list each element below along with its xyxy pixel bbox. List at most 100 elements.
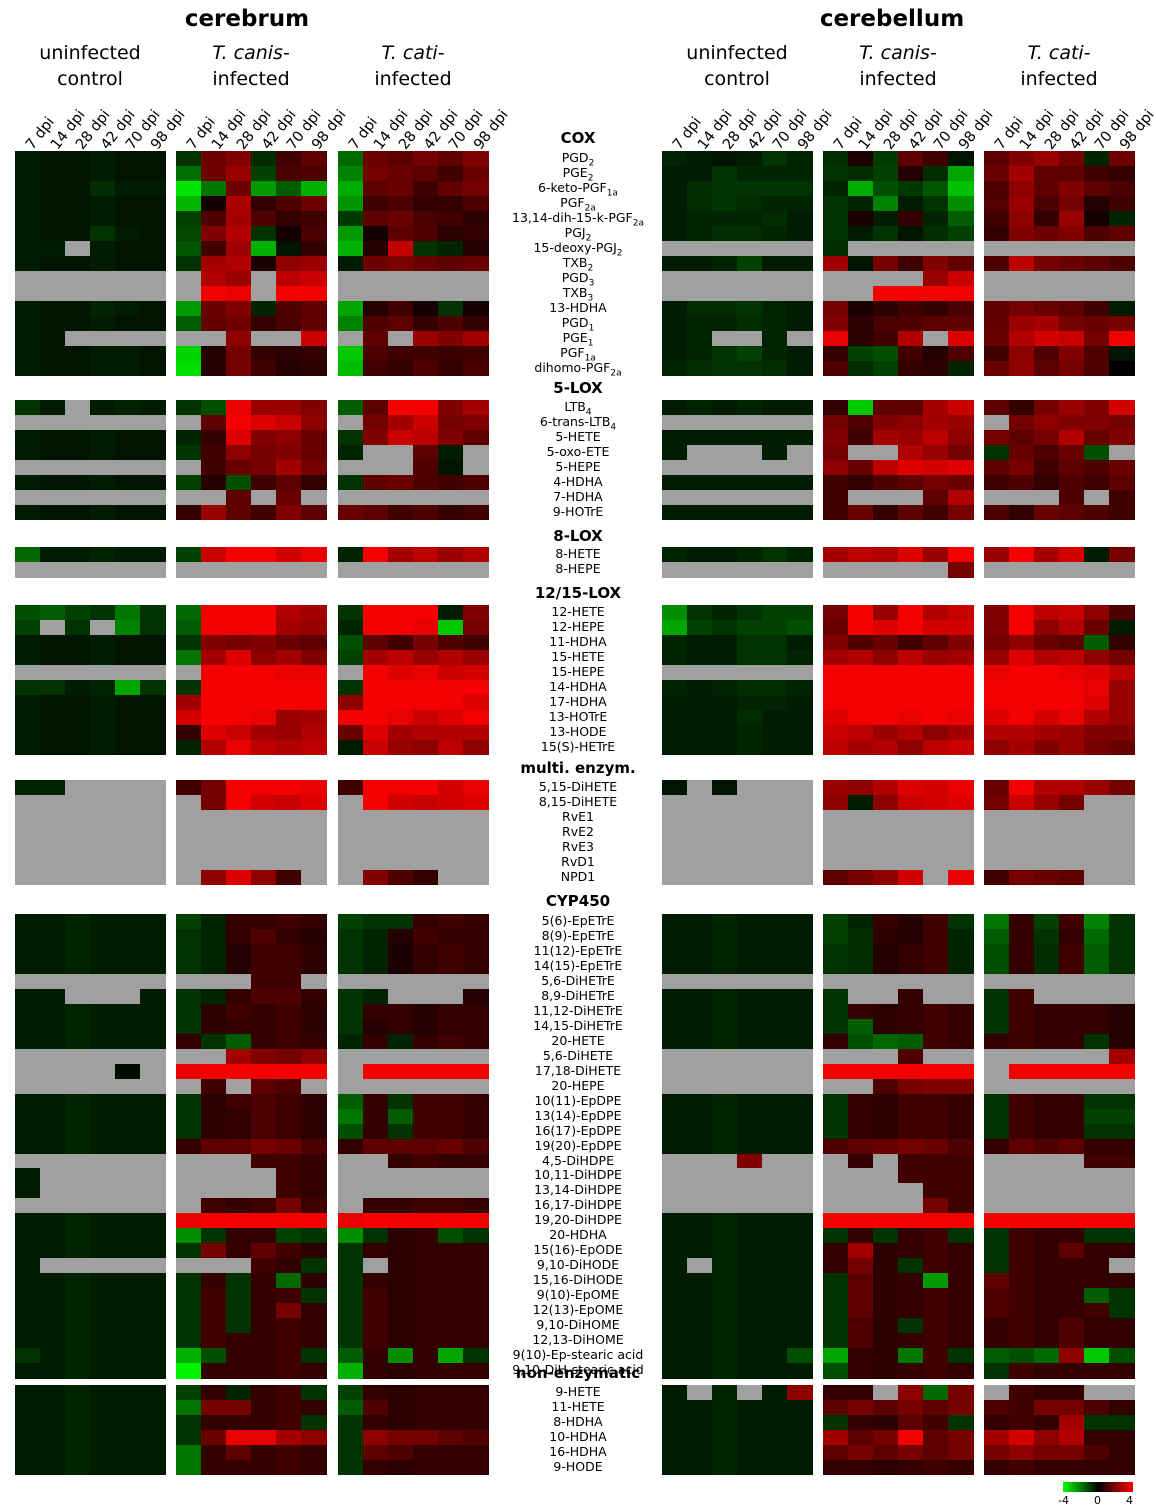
heatmap-cell: [762, 973, 788, 990]
heatmap-cell: [226, 1318, 252, 1334]
heatmap-cell: [140, 459, 166, 476]
heatmap-cell: [1109, 1363, 1135, 1379]
heatmap-cell: [15, 1399, 41, 1416]
heatmap-cell: [90, 429, 116, 446]
heatmap-cell: [662, 300, 688, 317]
heatmap-cell: [301, 1333, 327, 1349]
heatmap-cell: [948, 489, 974, 506]
heatmap-cell: [787, 1333, 813, 1349]
heatmap-cell: [712, 605, 738, 621]
heatmap-cell: [1059, 414, 1085, 431]
heatmap-cell: [984, 255, 1010, 272]
heatmap-cell: [1009, 1003, 1035, 1020]
heatmap-cell: [251, 914, 277, 930]
heatmap-cell: [687, 1213, 713, 1229]
heatmap-cell: [873, 1459, 899, 1476]
heatmap-cell: [176, 664, 202, 681]
heatmap-cell: [1009, 1288, 1035, 1304]
heatmap-cell: [1059, 1183, 1085, 1200]
heatmap-cell: [201, 988, 227, 1005]
heatmap-cell: [762, 444, 788, 461]
heatmap-cell: [201, 1459, 227, 1476]
heatmap-cell: [201, 151, 227, 167]
heatmap-cell: [413, 709, 439, 726]
heatmap-cell: [898, 1228, 924, 1244]
heatmap-cell: [1034, 444, 1060, 461]
heatmap-cell: [338, 1018, 364, 1035]
heatmap-cell: [1034, 360, 1060, 377]
heatmap-cell: [848, 1138, 874, 1155]
heatmap-cell: [762, 561, 788, 578]
heatmap-cell: [363, 285, 389, 302]
heatmap-cell: [413, 1018, 439, 1035]
heatmap-cell: [115, 824, 141, 841]
heatmap-cell: [687, 1429, 713, 1446]
heatmap-cell: [923, 839, 949, 856]
heatmap-cell: [737, 330, 763, 347]
heatmap-cell: [948, 240, 974, 257]
heatmap-cell: [140, 1444, 166, 1461]
heatmap-cell: [115, 634, 141, 651]
heatmap-cell: [140, 869, 166, 886]
heatmap-cell: [90, 444, 116, 461]
heatmap-cell: [948, 709, 974, 726]
heatmap-cell: [823, 360, 849, 377]
heatmap-cell: [712, 1348, 738, 1364]
metabolite-label: PGE1: [562, 329, 594, 349]
heatmap-cell: [1009, 1033, 1035, 1050]
heatmap-cell: [201, 1414, 227, 1431]
heatmap-cell: [737, 561, 763, 578]
heatmap-cell: [176, 649, 202, 666]
heatmap-cell: [338, 1348, 364, 1364]
heatmap-cell: [338, 1228, 364, 1244]
heatmap-cell: [823, 1213, 849, 1229]
heatmap-cell: [463, 151, 489, 167]
heatmap-cell: [301, 1033, 327, 1050]
heatmap-cell: [388, 679, 414, 696]
heatmap-cell: [984, 943, 1010, 960]
heatmap-cell: [338, 489, 364, 506]
heatmap-cell: [363, 679, 389, 696]
heatmap-cell: [762, 270, 788, 287]
heatmap-cell: [65, 1288, 91, 1304]
heatmap-cell: [251, 195, 277, 212]
heatmap-cell: [873, 414, 899, 431]
heatmap-cell: [115, 1063, 141, 1080]
heatmap-cell: [1034, 1003, 1060, 1020]
heatmap-cell: [15, 1183, 41, 1200]
heatmap-cell: [140, 1399, 166, 1416]
heatmap-cell: [1009, 400, 1035, 416]
heatmap-cell: [948, 649, 974, 666]
heatmap-cell: [1084, 1078, 1110, 1095]
metabolite-label: 5(6)-EpETrE: [541, 913, 615, 928]
heatmap-cell: [413, 210, 439, 227]
heatmap-cell: [363, 547, 389, 563]
heatmap-cell: [1109, 794, 1135, 811]
heatmap-cell: [848, 1168, 874, 1185]
heatmap-cell: [463, 1138, 489, 1155]
heatmap-cell: [687, 1198, 713, 1214]
heatmap-cell: [201, 1213, 227, 1229]
heatmap-cell: [1084, 988, 1110, 1005]
heatmap-cell: [251, 504, 277, 521]
heatmap-cell: [1109, 854, 1135, 871]
heatmap-cell: [251, 1198, 277, 1214]
heatmap-cell: [898, 943, 924, 960]
heatmap-cell: [388, 1385, 414, 1401]
heatmap-cell: [15, 1063, 41, 1080]
metabolite-label: 13,14-DiHDPE: [534, 1182, 622, 1198]
heatmap-cell: [65, 429, 91, 446]
heatmap-cell: [762, 1033, 788, 1050]
heatmap-cell: [388, 854, 414, 871]
heatmap-cell: [1034, 1183, 1060, 1200]
heatmap-cell: [388, 1429, 414, 1446]
heatmap-cell: [226, 195, 252, 212]
heatmap-cell: [413, 400, 439, 416]
heatmap-cell: [251, 1153, 277, 1170]
heatmap-cell: [687, 429, 713, 446]
heatmap-cell: [923, 1153, 949, 1170]
heatmap-cell: [363, 151, 389, 167]
heatmap-cell: [848, 1459, 874, 1476]
heatmap-cell: [762, 914, 788, 930]
heatmap-cell: [762, 1333, 788, 1349]
